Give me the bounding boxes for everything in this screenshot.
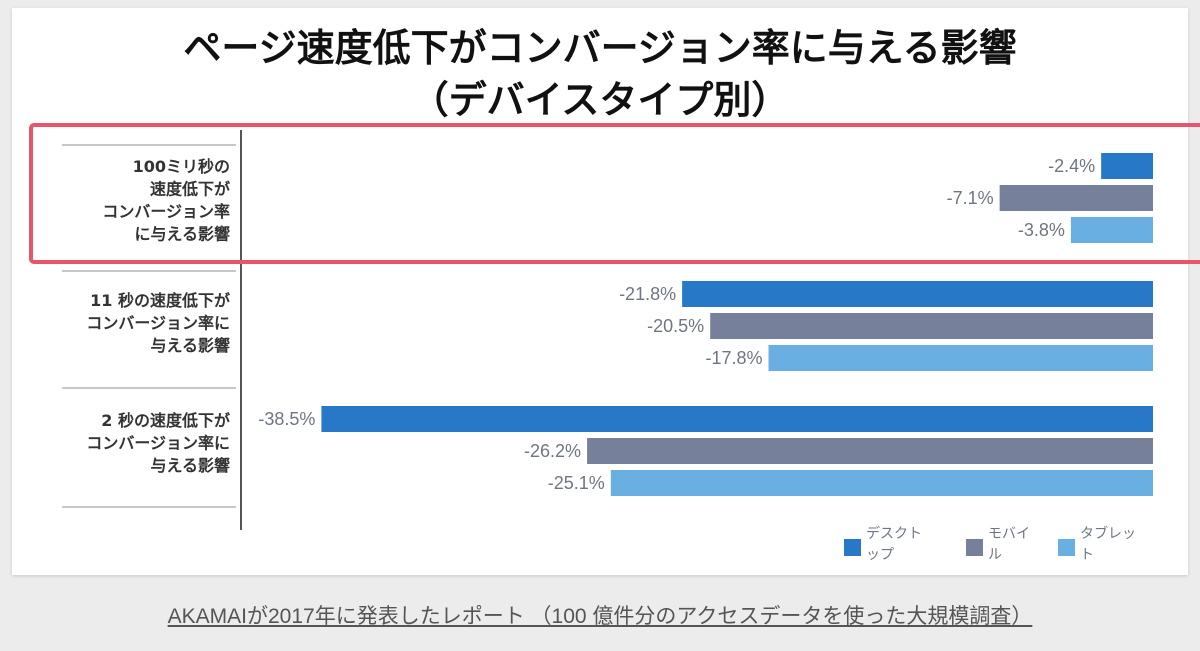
bar-1-1 (710, 313, 1153, 339)
category-label-0-0: 100ミリ秒の (133, 157, 230, 176)
data-label-1-0: -7.1% (947, 188, 994, 208)
data-label-2-2: -25.1% (548, 473, 605, 493)
chart-title: ページ速度低下がコンバージョン率に与える影響 （デバイスタイプ別） (0, 22, 1200, 126)
bar-0-0 (1101, 153, 1153, 179)
chart-title-line-1: ページ速度低下がコンバージョン率に与える影響 (183, 26, 1017, 70)
legend-label-2-0: タブレッ (1080, 525, 1136, 542)
chart-title-line-2: （デバイスタイプ別） (410, 78, 790, 122)
data-label-0-1: -21.8% (619, 284, 676, 304)
category-label-2-0: 2 秒の速度低下が (101, 411, 230, 430)
legend-swatch-2 (1058, 539, 1075, 556)
category-label-1-1: コンバージョン率に (86, 314, 230, 333)
legend-label-1-0: モバイ (988, 526, 1030, 542)
data-label-0-2: -38.5% (258, 409, 315, 429)
bar-2-2 (610, 470, 1153, 496)
legend-label-0-0: デスクト (866, 525, 922, 542)
category-label-1-0: 11 秒の速度低下が (90, 291, 230, 310)
category-label-1-2: 与える影響 (150, 336, 230, 355)
bar-1-2 (587, 438, 1153, 464)
bar-1-0 (999, 185, 1153, 211)
category-label-0-1: 速度低下が (150, 179, 230, 198)
legend-label-0-1: ップ (866, 547, 894, 563)
category-label-2-1: コンバージョン率に (86, 434, 230, 453)
data-label-2-1: -17.8% (705, 348, 762, 368)
data-label-2-0: -3.8% (1018, 220, 1065, 240)
legend-label-1-1: ル (988, 547, 1002, 563)
legend-swatch-0 (844, 539, 861, 556)
category-label-0-2: コンバージョン率 (102, 202, 230, 221)
bar-2-0 (1070, 217, 1153, 243)
bar-0-1 (682, 281, 1153, 307)
bar-0-2 (321, 406, 1153, 432)
legend-swatch-1 (966, 539, 983, 556)
legend-label-2-1: ト (1080, 547, 1094, 563)
data-label-1-1: -20.5% (647, 316, 704, 336)
highlight-box (29, 123, 1200, 264)
bar-2-1 (768, 345, 1153, 371)
category-label-0-3: に与える影響 (134, 224, 230, 243)
source-footnote: AKAMAIが2017年に発表したレポート （100 億件分のアクセスデータを使… (167, 605, 1033, 628)
data-label-1-2: -26.2% (524, 441, 581, 461)
category-label-2-2: 与える影響 (150, 456, 230, 475)
data-label-0-0: -2.4% (1048, 156, 1095, 176)
